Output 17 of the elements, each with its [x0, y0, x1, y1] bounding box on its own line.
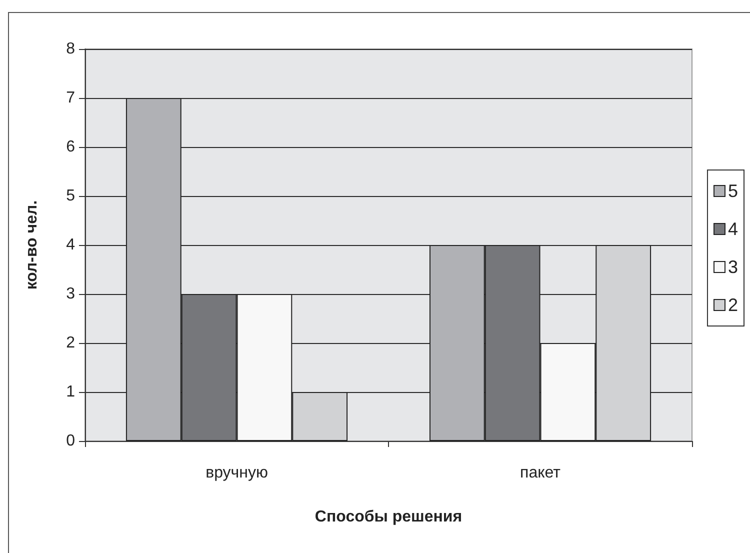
y-tick-label: 5 [66, 188, 76, 204]
y-tick-label: 4 [66, 236, 76, 254]
legend-label: 5 [728, 181, 738, 201]
x-axis-title: Способы решения [314, 508, 462, 526]
legend-label: 4 [728, 219, 738, 239]
y-tick-label: 7 [66, 90, 76, 106]
y-tick-label: 2 [66, 334, 76, 352]
legend-label: 3 [728, 257, 738, 277]
y-tick-label: 0 [66, 432, 76, 450]
legend-label: 2 [728, 295, 738, 315]
x-tick-label: вручную [206, 464, 268, 482]
y-tick-label: 3 [66, 286, 76, 302]
y-tick-label: 6 [66, 138, 76, 156]
y-tick-label: 1 [66, 384, 76, 400]
y-tick-label: 8 [66, 40, 76, 58]
y-axis-title: кол-во чел. [24, 200, 40, 290]
x-tick-label: пакет [520, 464, 562, 482]
